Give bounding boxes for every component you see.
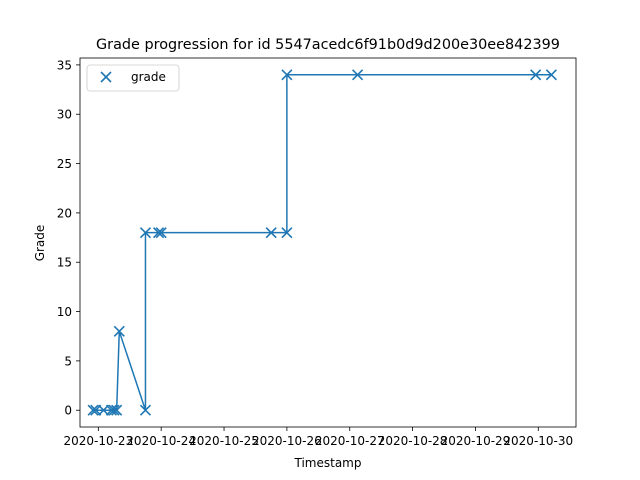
data-point <box>113 325 125 337</box>
chart-title: Grade progression for id 5547acedc6f91b0… <box>96 37 560 53</box>
x-tick-label: 2020-10-27 <box>315 434 385 448</box>
y-axis-label: Grade <box>33 225 47 262</box>
data-point <box>281 227 293 239</box>
data-point <box>105 404 117 416</box>
data-point <box>139 227 152 239</box>
legend: grade <box>86 64 180 92</box>
data-point <box>152 227 165 239</box>
x-axis-label: Timestamp <box>294 456 362 470</box>
data-point <box>111 404 123 416</box>
y-tick-label: 35 <box>57 58 72 72</box>
y-tick-label: 30 <box>57 108 72 122</box>
y-tick-label: 10 <box>57 305 72 319</box>
data-point <box>139 404 152 416</box>
y-tick-label: 20 <box>57 206 72 220</box>
x-tick-label: 2020-10-26 <box>252 434 322 448</box>
x-tick-label: 2020-10-30 <box>503 434 573 448</box>
y-tick-label: 5 <box>64 354 72 368</box>
x-axis: 2020-10-232020-10-242020-10-252020-10-26… <box>63 427 573 448</box>
data-point <box>108 404 120 416</box>
data-point <box>155 227 167 239</box>
y-axis: 0 5 10 15 20 25 30 35 <box>57 58 80 418</box>
data-point <box>545 69 557 81</box>
axes-frame <box>79 57 577 428</box>
data-point <box>530 69 542 81</box>
data-point <box>352 69 364 81</box>
legend-entry-grade: grade <box>131 70 166 84</box>
x-tick-label: 2020-10-29 <box>441 434 511 448</box>
x-tick-label: 2020-10-24 <box>126 434 196 448</box>
x-tick-label: 2020-10-28 <box>378 434 448 448</box>
x-tick-label: 2020-10-25 <box>189 434 259 448</box>
data-point <box>87 404 99 416</box>
y-tick-label: 25 <box>57 157 72 171</box>
y-tick-label: 15 <box>57 256 72 270</box>
data-point <box>98 404 110 416</box>
legend-marker-x <box>100 71 112 83</box>
x-tick-label: 2020-10-23 <box>63 434 133 448</box>
y-tick-label: 0 <box>64 404 72 418</box>
data-point <box>281 69 293 81</box>
series-layer <box>87 69 557 416</box>
data-point <box>265 227 277 239</box>
legend-box <box>86 64 180 92</box>
data-point <box>90 404 102 416</box>
